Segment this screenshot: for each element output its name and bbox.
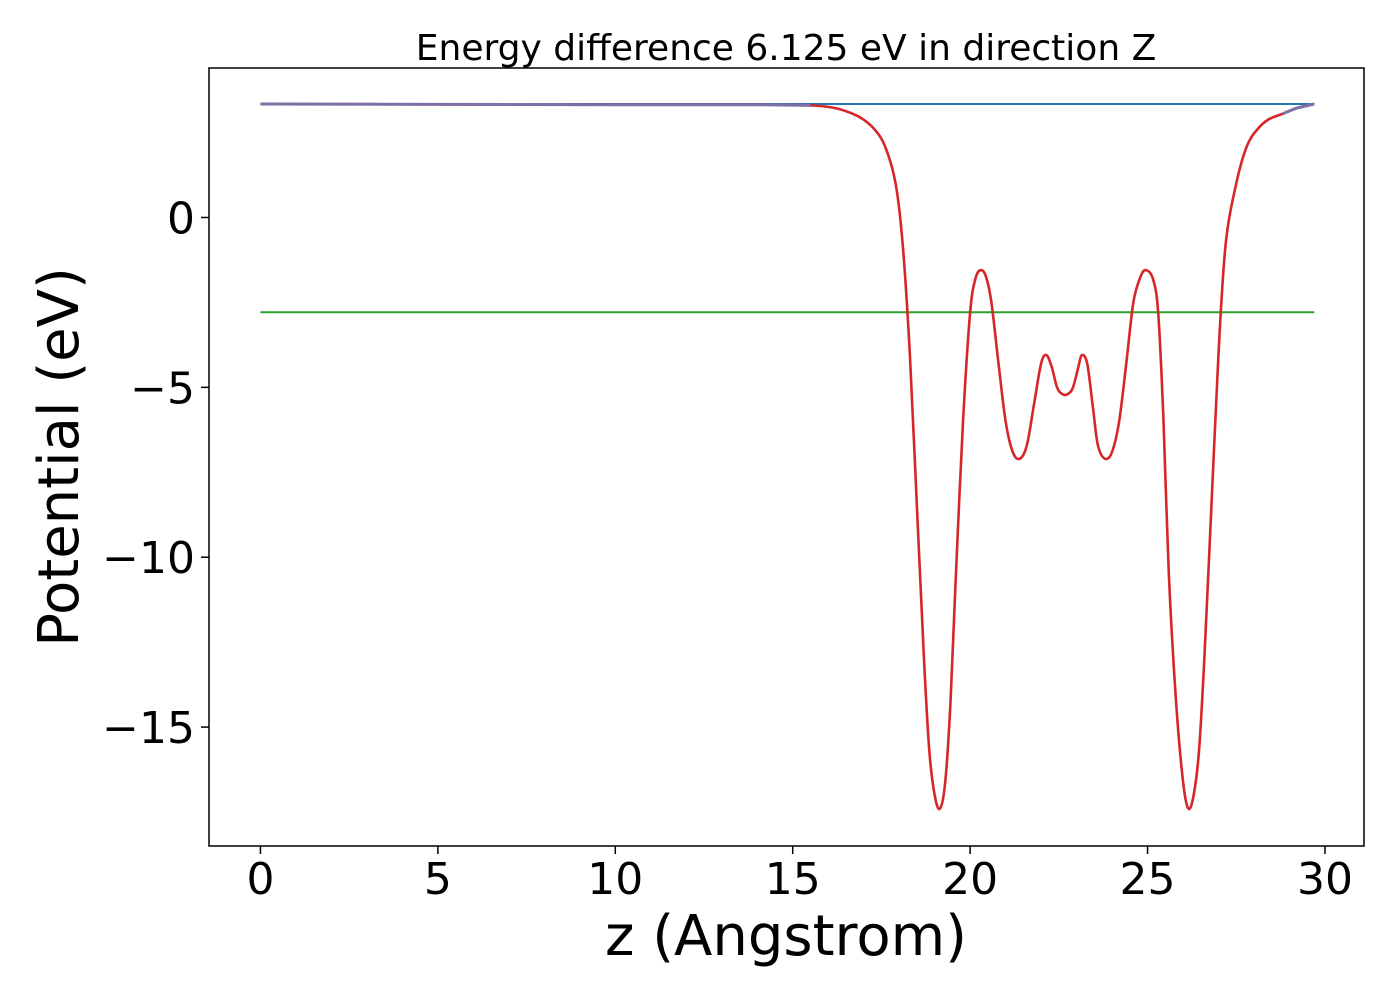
x-tick-label: 30 <box>1297 854 1353 905</box>
y-axis-label: Potential (eV) <box>27 267 92 647</box>
series-line-overlap-tail <box>1281 102 1315 116</box>
x-tick-label: 5 <box>424 854 452 905</box>
x-tick-label: 10 <box>587 854 643 905</box>
x-axis-label: z (Angstrom) <box>605 904 967 969</box>
y-tick-label: 0 <box>167 193 195 244</box>
x-tick-label: 25 <box>1120 854 1176 905</box>
series-line-overlap <box>260 102 811 107</box>
y-tick-label: −10 <box>102 533 195 584</box>
x-tick-label: 0 <box>246 854 274 905</box>
plot-frame <box>208 67 1365 847</box>
x-tick-label: 15 <box>765 854 821 905</box>
y-tick-label: −15 <box>102 703 195 754</box>
ticks-layer: 0 5 10 15 20 25 30 0 −5 −10 −15 <box>102 193 1353 905</box>
chart-title: Energy difference 6.125 eV in direction … <box>416 28 1157 69</box>
series-layer <box>260 102 1315 811</box>
x-tick-label: 20 <box>942 854 998 905</box>
series-line-potential <box>260 102 1315 811</box>
y-tick-label: −5 <box>130 363 195 414</box>
